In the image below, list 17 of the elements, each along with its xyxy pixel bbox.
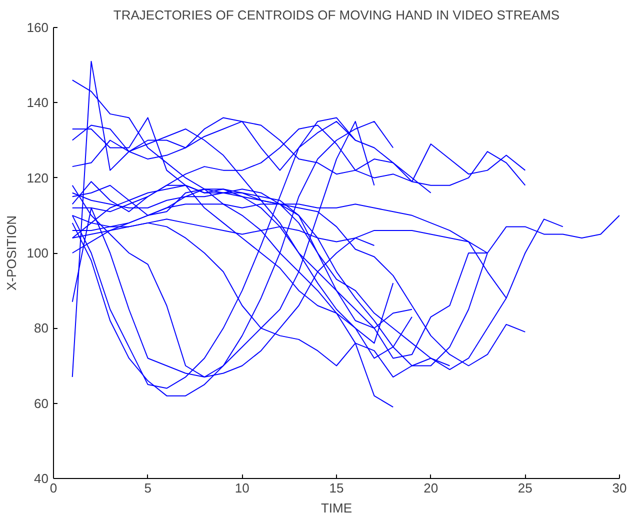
y-tick-label: 60 bbox=[34, 396, 49, 411]
y-tick-label: 140 bbox=[26, 95, 49, 110]
x-tick-label: 15 bbox=[329, 480, 344, 496]
y-tick-label: 40 bbox=[34, 471, 49, 486]
chart-title: TRAJECTORIES OF CENTROIDS OF MOVING HAND IN VIDEO STREAMS bbox=[113, 8, 560, 22]
y-axis-title: X-POSITION bbox=[4, 215, 19, 291]
x-axis-title: TIME bbox=[320, 500, 352, 516]
x-tick-label: 25 bbox=[518, 480, 532, 496]
x-tick-label: 10 bbox=[234, 480, 250, 496]
x-tick-label: 20 bbox=[424, 480, 438, 496]
x-tick-label: 5 bbox=[144, 480, 152, 496]
y-tick-label: 100 bbox=[26, 246, 49, 260]
x-tick-label: 30 bbox=[612, 480, 627, 496]
y-tick-label: 80 bbox=[34, 320, 49, 336]
x-tick-label: 0 bbox=[50, 480, 58, 496]
y-tick-label: 120 bbox=[26, 170, 49, 186]
y-tick-label: 160 bbox=[26, 20, 49, 35]
